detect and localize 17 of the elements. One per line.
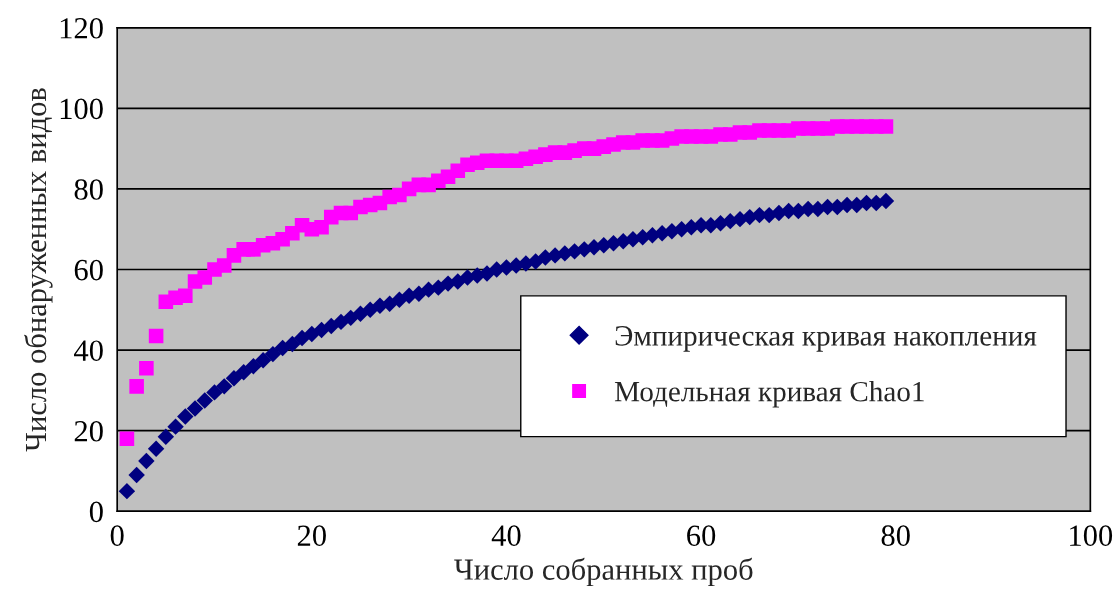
x-tick-label: 60 [687,525,716,546]
legend-label: Эмпирическая кривая накопления [615,326,1037,352]
y-tick-label: 80 [74,179,103,200]
x-tick-label: 100 [1070,525,1113,546]
x-tick-label: 20 [297,525,326,546]
y-tick-label: 100 [60,98,103,120]
y-tick-label: 120 [60,18,103,39]
y-axis-title: Число обнаруженных видов [24,88,53,452]
x-tick-label: 0 [110,525,124,546]
y-tick-label: 40 [74,340,103,361]
x-tick-label: 80 [881,525,910,546]
x-axis-title: Число собранных проб [454,557,753,587]
y-tick-label: 20 [74,420,103,442]
y-tick-label: 60 [74,259,103,281]
y-tick-label: 0 [89,501,103,523]
legend-label: Модельная кривая Chao1 [614,380,924,408]
x-tick-label: 40 [491,525,521,546]
